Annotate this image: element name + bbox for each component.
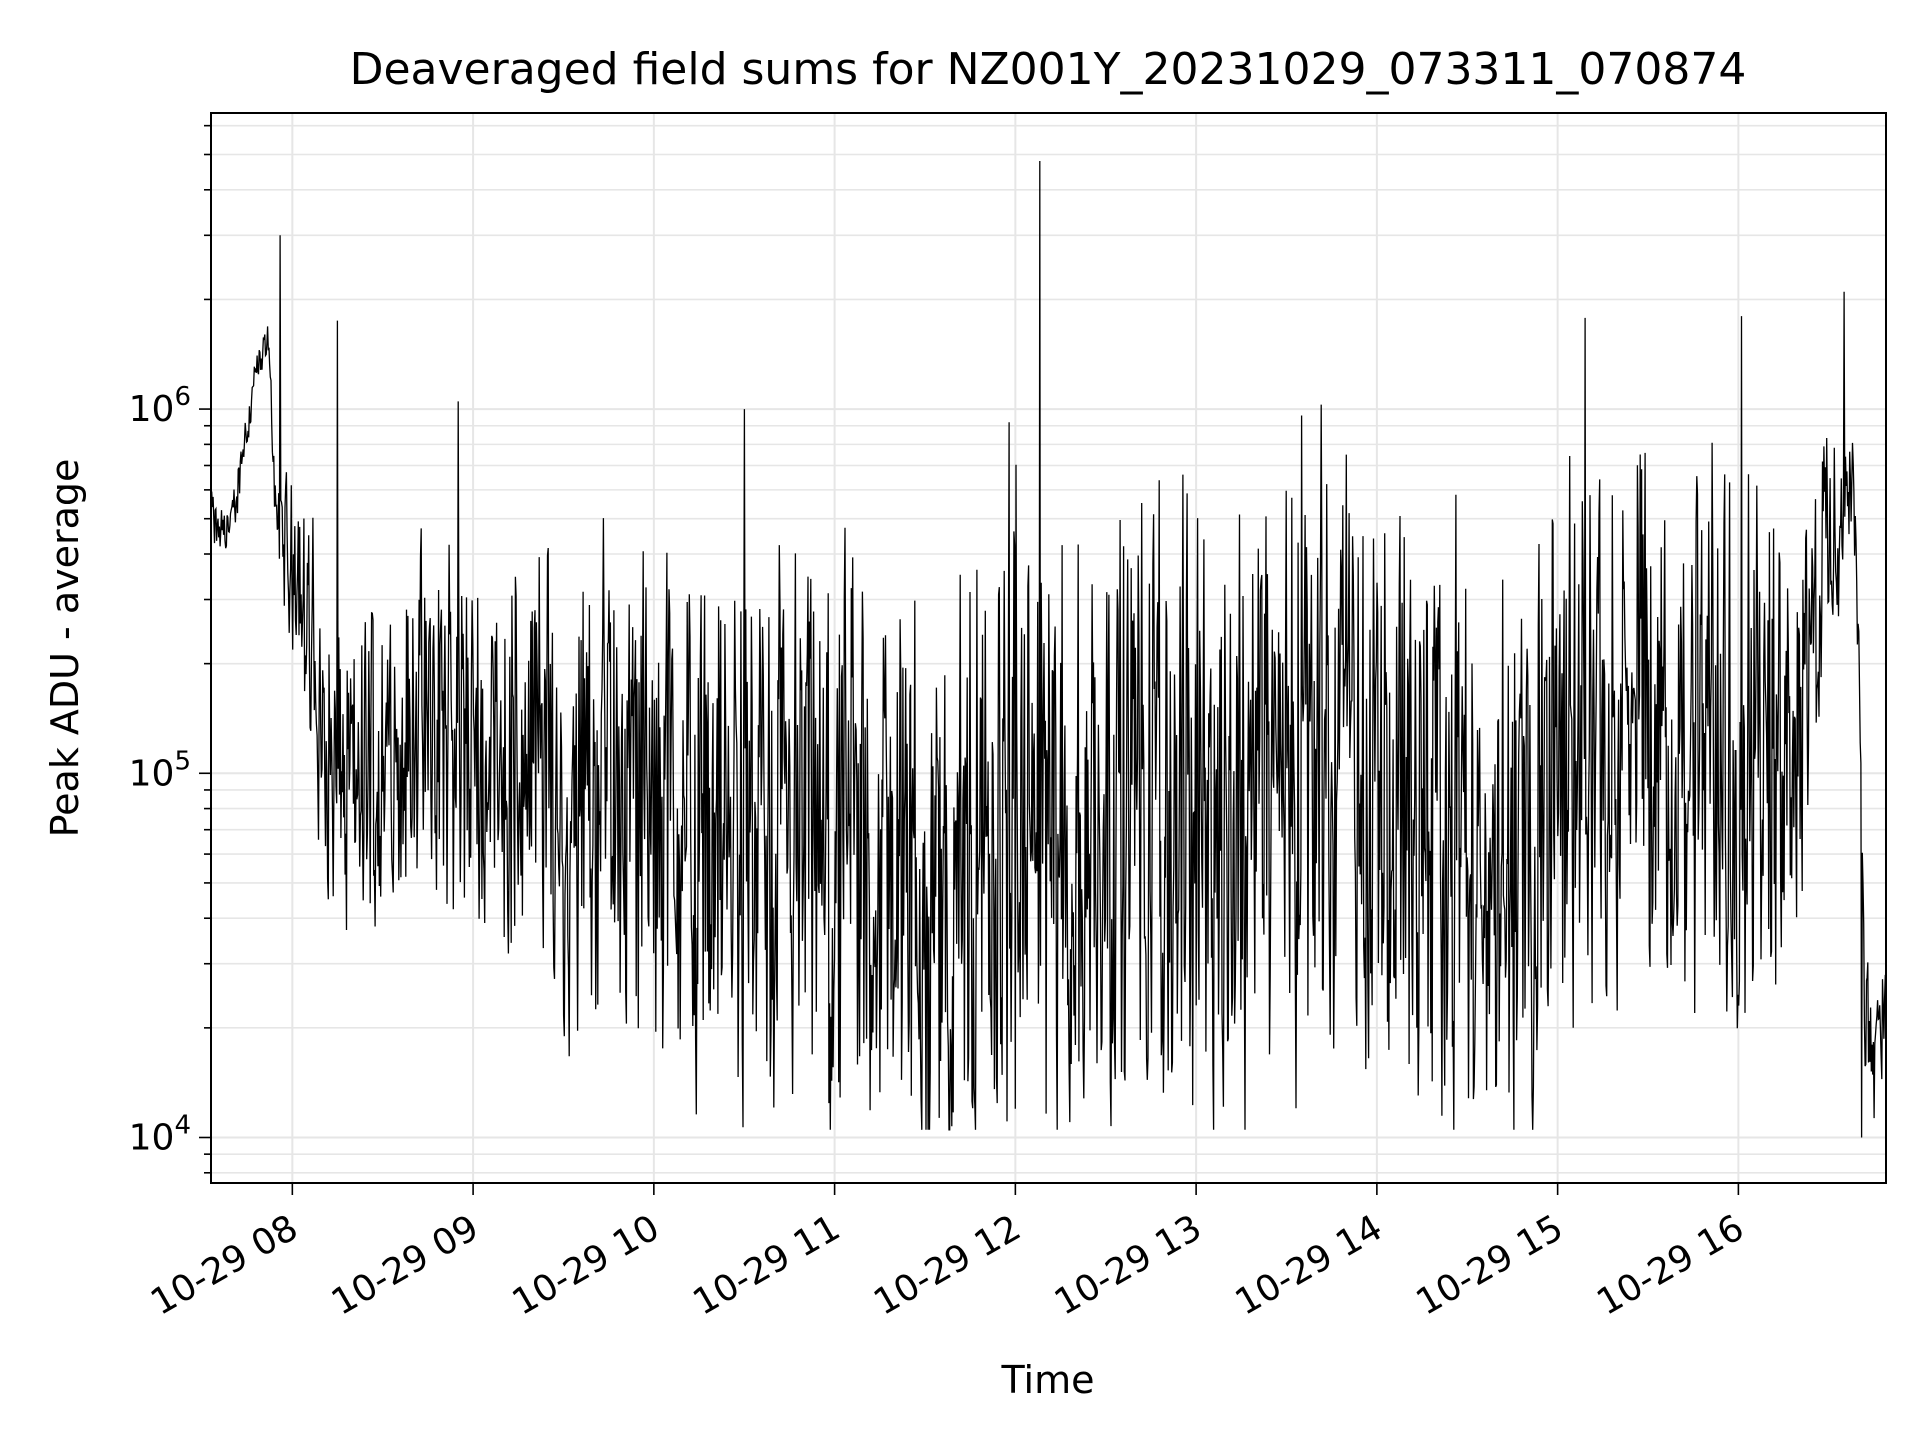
x-tick-label: 10-29 08 [144,1207,305,1323]
x-tick-label: 10-29 14 [1229,1207,1390,1323]
series-line [211,160,1886,1138]
x-tick-label: 10-29 12 [867,1207,1028,1323]
y-axis: 104 105 106 [129,124,211,1174]
y-axis-label: Peak ADU - average [43,459,87,838]
series-layer [211,160,1886,1138]
x-tick-label: 10-29 15 [1409,1207,1570,1323]
y-tick-label: 104 [129,1110,191,1158]
x-tick-label: 10-29 09 [325,1207,486,1323]
x-tick-label: 10-29 10 [506,1207,667,1323]
y-tick-label: 106 [129,382,191,430]
plot-frame [210,112,1887,1184]
y-tick-label: 105 [129,746,191,794]
x-tick-label: 10-29 13 [1048,1207,1209,1323]
x-axis-label: Time [1001,1358,1095,1402]
x-tick-label: 10-29 16 [1590,1207,1751,1323]
x-tick-label: 10-29 11 [686,1207,847,1323]
chart-title: Deaveraged field sums for NZ001Y_2023102… [350,44,1747,95]
x-axis: 10-29 08 10-29 09 10-29 10 10-29 11 10-29 12… [144,1183,1751,1324]
